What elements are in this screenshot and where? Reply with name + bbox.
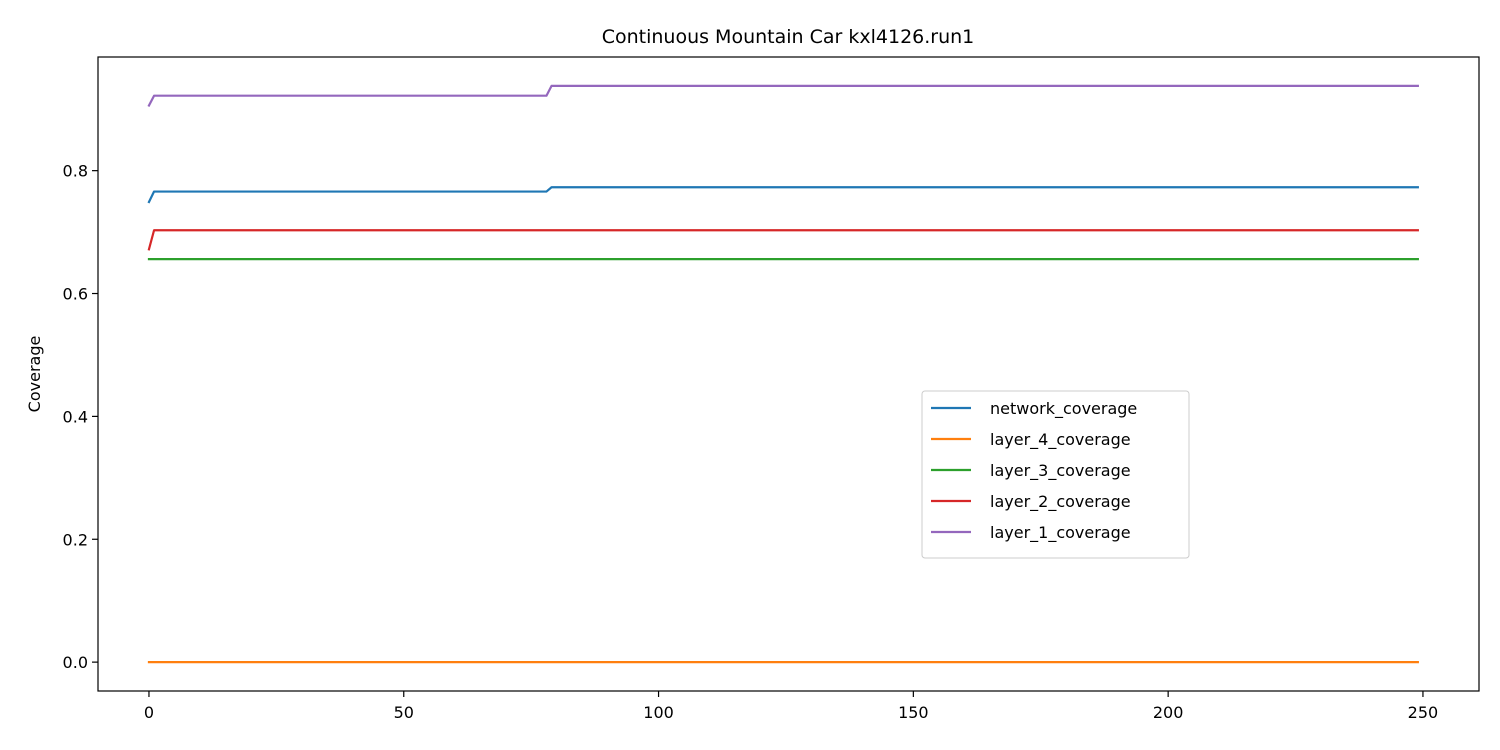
x-tick-label: 50	[394, 703, 414, 722]
x-tick-label: 150	[898, 703, 929, 722]
y-tick-label: 0.4	[63, 407, 88, 426]
x-tick-label: 250	[1408, 703, 1439, 722]
legend-label-layer-2-coverage: layer_2_coverage	[990, 492, 1131, 512]
series-line-layer-2-coverage	[147, 229, 1419, 251]
chart-title: Continuous Mountain Car kxl4126.run1	[602, 26, 975, 48]
x-tick-label: 200	[1153, 703, 1184, 722]
series-line-layer-1-coverage	[147, 84, 1419, 108]
plot-frame	[97, 56, 1480, 692]
y-tick-label: 0.0	[63, 653, 88, 672]
legend-label-layer-4-coverage: layer_4_coverage	[990, 430, 1131, 450]
y-tick-label: 0.2	[63, 530, 88, 549]
y-tick-label: 0.8	[63, 162, 88, 181]
plot-area	[147, 84, 1419, 664]
legend-box	[921, 390, 1190, 559]
legend-label-network-coverage: network_coverage	[990, 399, 1137, 419]
legend-label-layer-3-coverage: layer_3_coverage	[990, 461, 1131, 481]
y-tick-label: 0.6	[63, 285, 88, 304]
series-line-network-coverage	[147, 186, 1419, 204]
axes-ticks: 0 50 100 150 200 250 0.0 0.2 0.4 0.6 0.8	[63, 162, 1439, 722]
x-tick-label: 0	[144, 703, 154, 722]
legend: network_coverage layer_4_coverage layer_3_…	[921, 390, 1190, 559]
x-tick-label: 100	[643, 703, 674, 722]
legend-label-layer-1-coverage: layer_1_coverage	[990, 523, 1131, 543]
y-axis-label: Coverage	[25, 336, 44, 413]
